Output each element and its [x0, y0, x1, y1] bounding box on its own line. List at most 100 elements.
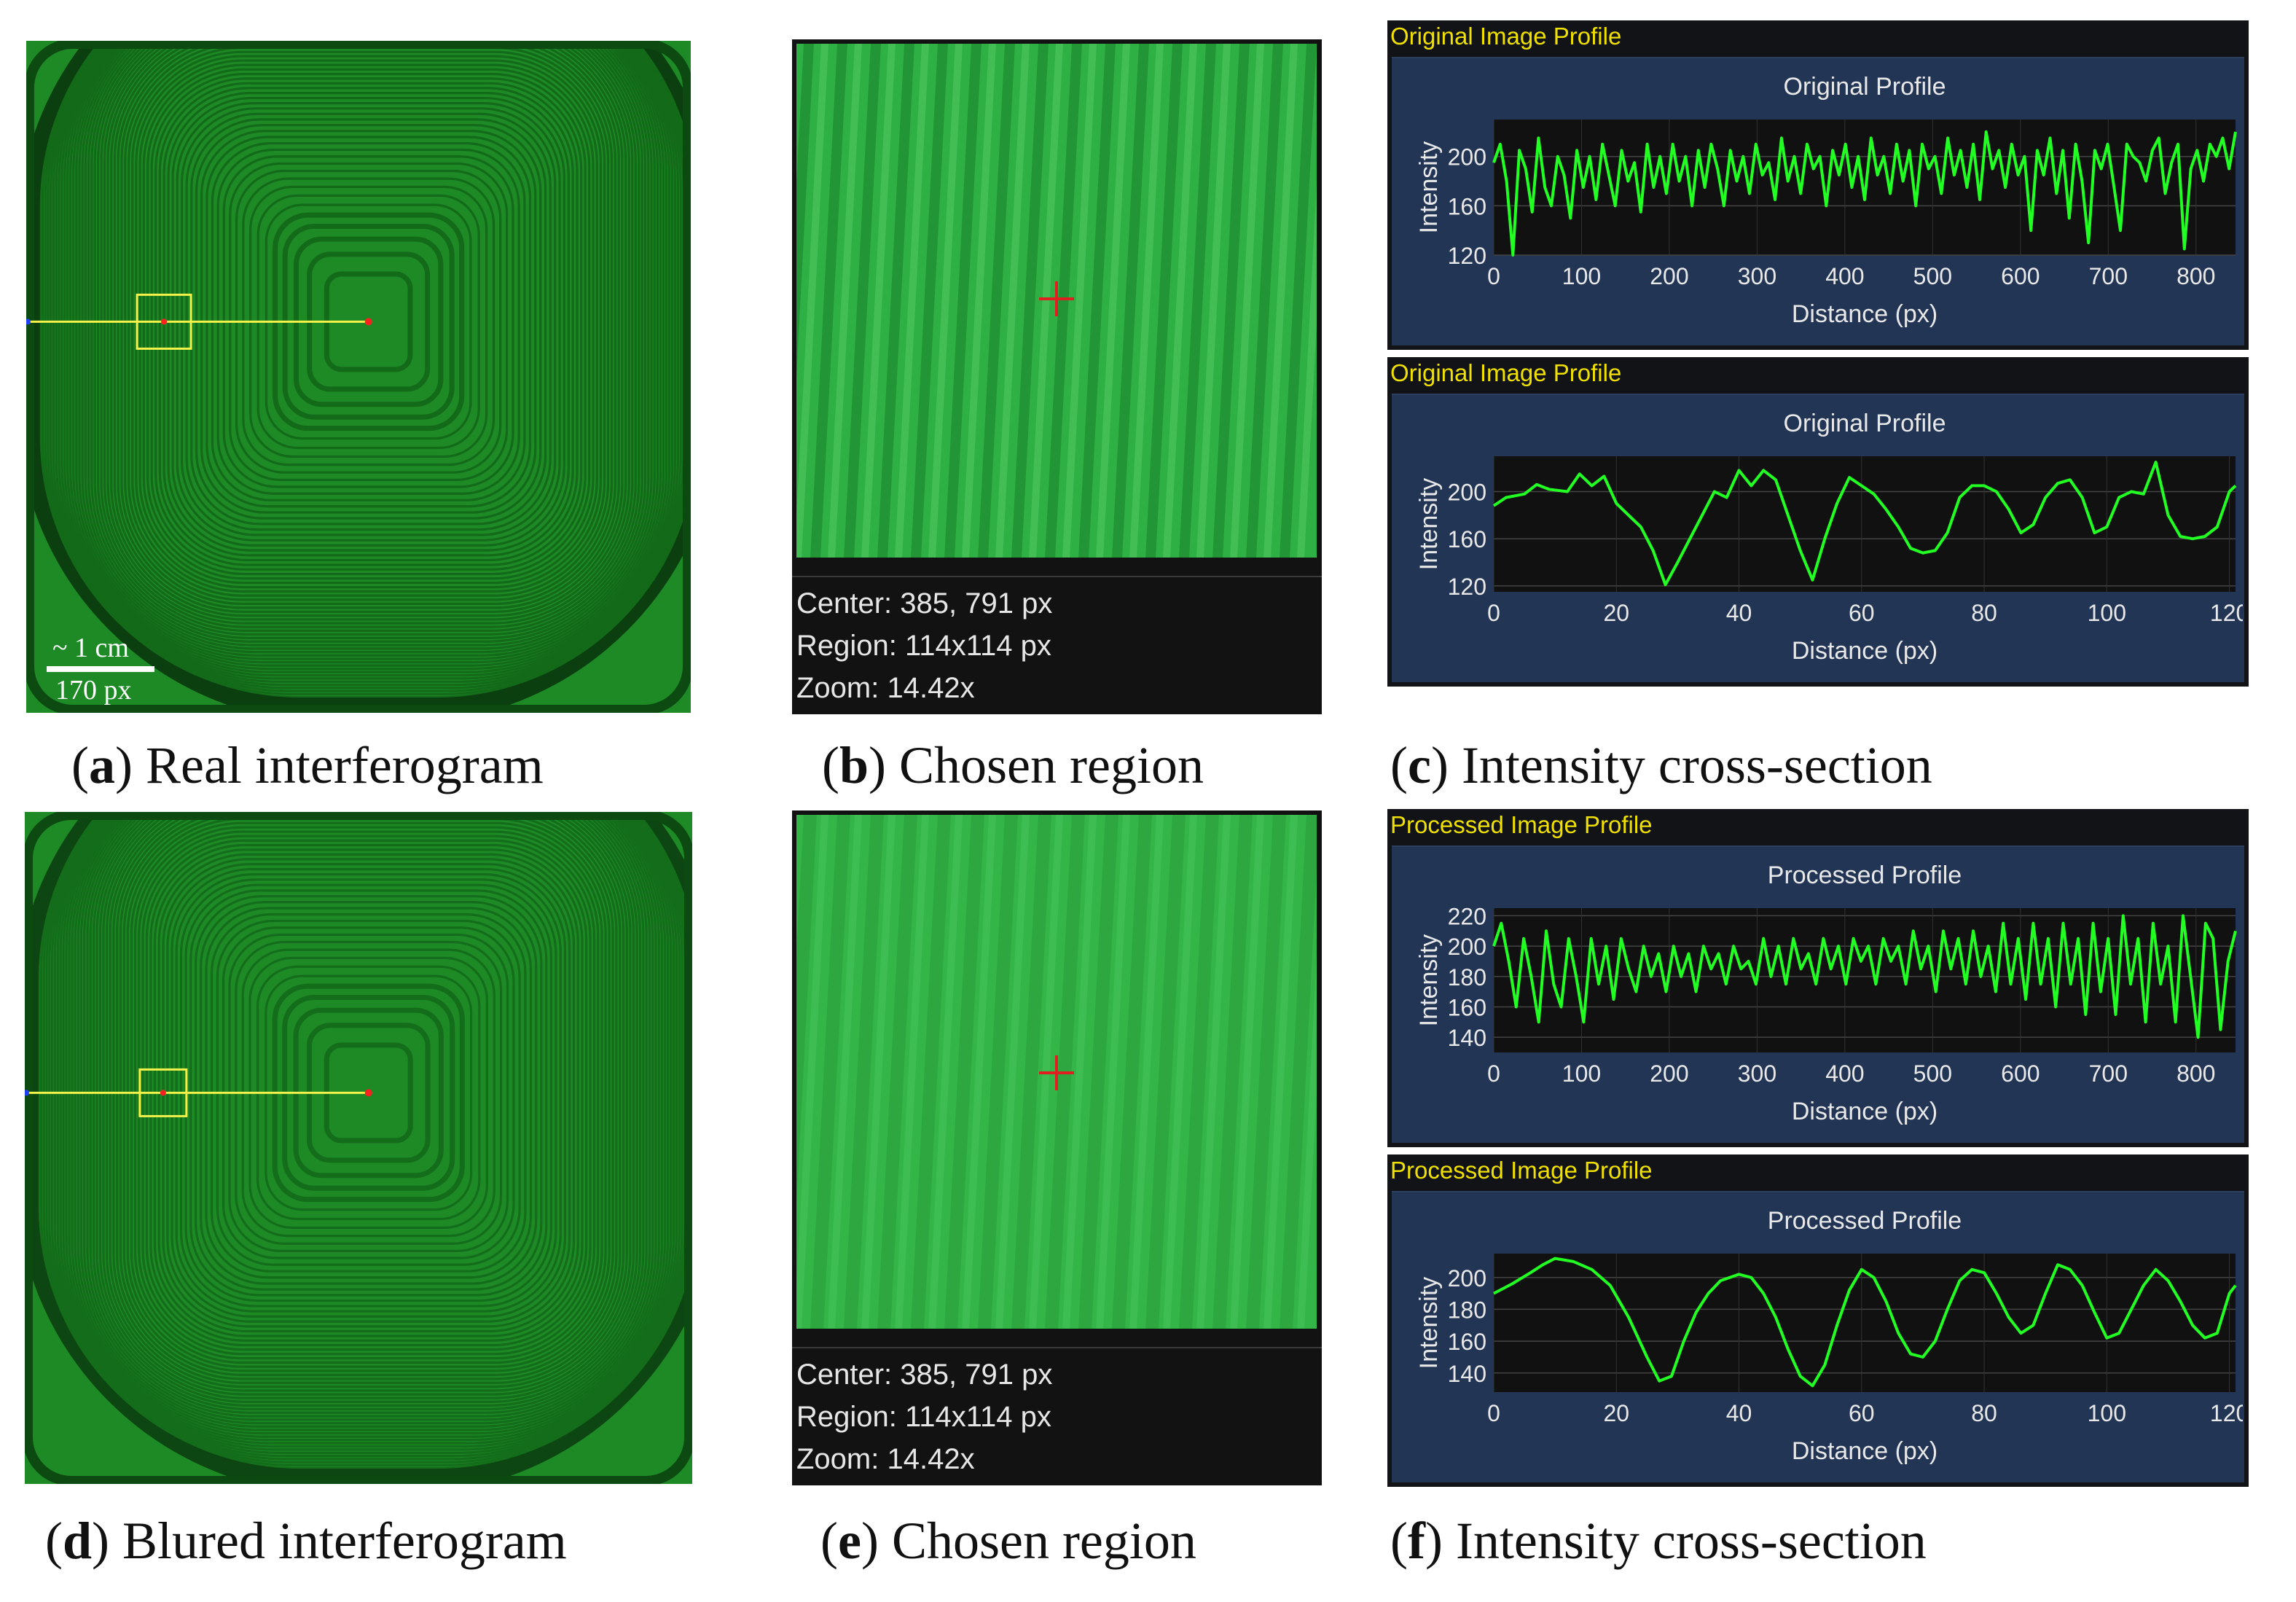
x-tick-label: 0 [1487, 600, 1500, 626]
caption-a: (a) Real interferogram [71, 736, 544, 794]
dark-fringe-stripe [844, 44, 881, 558]
zoomed-region-image [796, 44, 1317, 558]
x-tick-label: 800 [2177, 1060, 2215, 1087]
x-axis-label: Distance (px) [1792, 637, 1938, 665]
chart-title: Original Profile [1784, 73, 1946, 101]
dark-fringe-stripe [1145, 815, 1186, 1329]
bright-fringe-stripe [796, 44, 828, 558]
dark-fringe-stripe [1212, 815, 1253, 1329]
bright-fringe-stripe [1096, 44, 1130, 558]
x-tick-label: 700 [2089, 263, 2128, 289]
line-start-marker [25, 1090, 29, 1096]
dark-fringe-stripe [944, 815, 984, 1329]
zoom-center-label: Center: 385, 791 px [796, 1359, 1053, 1391]
dark-fringe-stripe [796, 44, 814, 558]
x-tick-label: 20 [1603, 600, 1629, 626]
line-start-marker [26, 319, 31, 325]
bright-fringe-stripe [1297, 815, 1317, 1329]
dark-fringe-stripe [1078, 44, 1116, 558]
y-tick-label: 140 [1448, 1361, 1486, 1387]
caption-c: (c) Intensity cross-section [1390, 736, 1932, 794]
x-tick-label: 100 [2088, 1400, 2126, 1426]
x-tick-label: 40 [1726, 1400, 1752, 1426]
intensity-trace [1492, 461, 2237, 587]
x-tick-label: 100 [1562, 263, 1601, 289]
intensity-trace [1492, 130, 2237, 257]
bright-fringe-stripe [928, 44, 963, 558]
bright-fringe-stripe [928, 815, 963, 1329]
bright-fringe-stripe [1062, 815, 1097, 1329]
x-tick-label: 80 [1971, 1400, 1997, 1426]
dark-fringe-stripe [810, 44, 847, 558]
profile-window-original-1[interactable]: Original Image Profile Original Profile 1… [1387, 20, 2249, 350]
x-tick-label: 40 [1726, 600, 1752, 626]
bright-fringe-stripe [1062, 44, 1097, 558]
blurred-interferogram-image [25, 812, 692, 1484]
dark-fringe-stripe [911, 44, 948, 558]
dark-fringe-stripe [1280, 44, 1317, 558]
x-tick-label: 0 [1487, 1060, 1500, 1087]
real-interferogram-image: ~ 1 cm 170 px [26, 41, 691, 713]
intensity-trace [1492, 914, 2237, 1039]
dark-fringe-stripe [1078, 815, 1118, 1329]
y-tick-label: 160 [1448, 526, 1486, 552]
scale-bar-pixels-label: 170 px [55, 675, 132, 706]
zoomed-region-image-blurred [796, 815, 1317, 1329]
scale-bar-line [47, 666, 154, 672]
y-tick-label: 200 [1448, 144, 1486, 171]
region-center-marker [161, 319, 168, 325]
x-tick-label: 500 [1913, 263, 1952, 289]
profile-window-title: Original Image Profile [1390, 359, 1622, 386]
fringe-center-marker [364, 318, 372, 326]
chosen-region-panel: Center: 385, 791 px Region: 114x114 px Z… [792, 39, 1322, 714]
dark-fringe-stripe [877, 815, 917, 1329]
bright-fringe-stripe [1297, 44, 1317, 558]
x-tick-label: 400 [1825, 263, 1864, 289]
y-tick-label: 140 [1448, 1025, 1486, 1051]
x-tick-label: 200 [1650, 263, 1688, 289]
dark-fringe-stripe [877, 44, 914, 558]
dark-fringe-stripe [1045, 44, 1082, 558]
x-axis-label: Distance (px) [1792, 1098, 1938, 1125]
dark-fringe-stripe [844, 815, 884, 1329]
scale-bar-length-label: ~ 1 cm [52, 633, 129, 663]
chart-title: Processed Profile [1768, 1207, 1962, 1235]
dark-fringe-stripe [911, 815, 951, 1329]
bright-fringe-stripe [1096, 815, 1130, 1329]
profile-plot-area: Original Profile 120 160 200 0 100 200 300 400 50… [1392, 57, 2244, 345]
x-tick-label: 400 [1825, 1060, 1864, 1087]
bright-fringe-stripe [1129, 44, 1164, 558]
bright-fringe-stripe [828, 44, 862, 558]
bright-fringe-stripe [962, 44, 996, 558]
dark-fringe-stripe [1112, 44, 1149, 558]
dark-fringe-stripe [1280, 815, 1317, 1329]
profile-window-processed-2[interactable]: Processed Image Profile Processed Profil… [1387, 1154, 2249, 1487]
profile-window-original-2[interactable]: Original Image Profile Original Profile 1… [1387, 357, 2249, 687]
y-tick-label: 180 [1448, 964, 1486, 990]
x-tick-label: 20 [1603, 1400, 1629, 1426]
dark-fringe-stripe [810, 815, 850, 1329]
bright-fringe-stripe [1163, 815, 1197, 1329]
x-tick-label: 300 [1738, 1060, 1776, 1087]
profile-plot-area: Processed Profile 140 160 180 200 0 20 40 60 80 10… [1392, 1191, 2244, 1482]
dark-fringe-stripe [1011, 815, 1051, 1329]
dark-fringe-stripe [1112, 815, 1152, 1329]
profile-window-processed-1[interactable]: Processed Image Profile Processed Profil… [1387, 809, 2249, 1147]
bright-fringe-stripe [1230, 44, 1264, 558]
dark-fringe-stripe [1145, 44, 1183, 558]
bright-fringe-stripe [1163, 44, 1197, 558]
zoom-region-label: Region: 114x114 px [796, 630, 1051, 662]
x-tick-label: 700 [2089, 1060, 2128, 1087]
zoom-center-label: Center: 385, 791 px [796, 587, 1053, 620]
zoom-factor-label: Zoom: 14.42x [796, 672, 975, 704]
x-tick-label: 60 [1849, 1400, 1875, 1426]
y-axis-label: Intensity [1415, 1277, 1443, 1369]
bright-fringe-stripe [895, 44, 929, 558]
y-tick-label: 160 [1448, 994, 1486, 1020]
dark-fringe-stripe [1179, 815, 1219, 1329]
x-tick-label: 200 [1650, 1060, 1688, 1087]
dark-fringe-stripe [978, 44, 1015, 558]
profile-window-title: Processed Image Profile [1390, 1157, 1653, 1184]
bright-fringe-stripe [796, 815, 828, 1329]
x-tick-label: 300 [1738, 263, 1776, 289]
